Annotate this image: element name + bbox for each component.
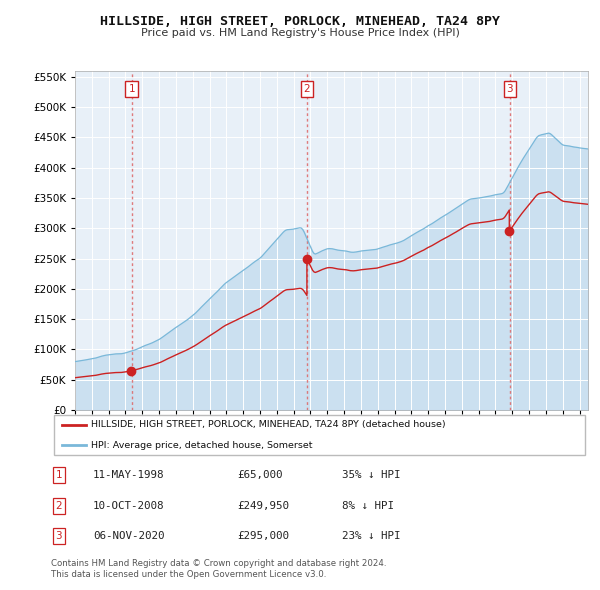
Text: This data is licensed under the Open Government Licence v3.0.: This data is licensed under the Open Gov…: [51, 571, 326, 579]
Text: 3: 3: [506, 84, 513, 94]
Text: 11-MAY-1998: 11-MAY-1998: [93, 470, 164, 480]
Text: 1: 1: [128, 84, 135, 94]
Text: 2: 2: [55, 501, 62, 510]
Text: 1: 1: [55, 470, 62, 480]
Text: 06-NOV-2020: 06-NOV-2020: [93, 532, 164, 541]
Text: Price paid vs. HM Land Registry's House Price Index (HPI): Price paid vs. HM Land Registry's House …: [140, 28, 460, 38]
Text: 23% ↓ HPI: 23% ↓ HPI: [342, 532, 401, 541]
FancyBboxPatch shape: [53, 415, 586, 455]
Text: 2: 2: [304, 84, 310, 94]
Text: HPI: Average price, detached house, Somerset: HPI: Average price, detached house, Some…: [91, 441, 313, 450]
Text: HILLSIDE, HIGH STREET, PORLOCK, MINEHEAD, TA24 8PY: HILLSIDE, HIGH STREET, PORLOCK, MINEHEAD…: [100, 15, 500, 28]
Text: 8% ↓ HPI: 8% ↓ HPI: [342, 501, 394, 510]
Text: £65,000: £65,000: [237, 470, 283, 480]
Text: £249,950: £249,950: [237, 501, 289, 510]
Text: 35% ↓ HPI: 35% ↓ HPI: [342, 470, 401, 480]
Text: 10-OCT-2008: 10-OCT-2008: [93, 501, 164, 510]
Text: £295,000: £295,000: [237, 532, 289, 541]
Text: Contains HM Land Registry data © Crown copyright and database right 2024.: Contains HM Land Registry data © Crown c…: [51, 559, 386, 568]
Text: HILLSIDE, HIGH STREET, PORLOCK, MINEHEAD, TA24 8PY (detached house): HILLSIDE, HIGH STREET, PORLOCK, MINEHEAD…: [91, 421, 446, 430]
Text: 3: 3: [55, 532, 62, 541]
